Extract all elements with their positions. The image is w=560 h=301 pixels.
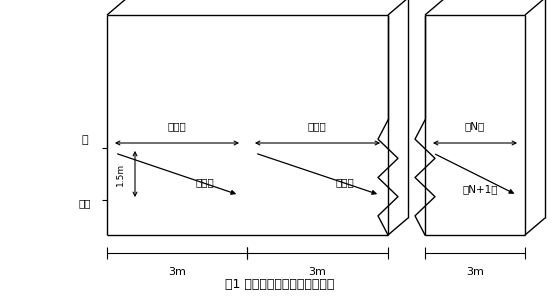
Text: 第四尺: 第四尺	[335, 177, 354, 187]
Text: 地面: 地面	[79, 198, 91, 208]
Text: 第一尺: 第一尺	[167, 121, 186, 131]
Text: 墙: 墙	[82, 135, 88, 145]
Text: 3m: 3m	[308, 267, 326, 277]
Text: 第二尺: 第二尺	[195, 177, 214, 187]
Text: 第N尺: 第N尺	[465, 121, 485, 131]
Text: 3m: 3m	[466, 267, 484, 277]
Text: 第三尺: 第三尺	[307, 121, 326, 131]
Text: 第N+1尺: 第N+1尺	[462, 184, 498, 194]
Text: 图1 超长混凝土墙平整度测量图: 图1 超长混凝土墙平整度测量图	[225, 278, 335, 291]
Text: 1.5m: 1.5m	[116, 163, 125, 185]
Text: 3m: 3m	[168, 267, 186, 277]
